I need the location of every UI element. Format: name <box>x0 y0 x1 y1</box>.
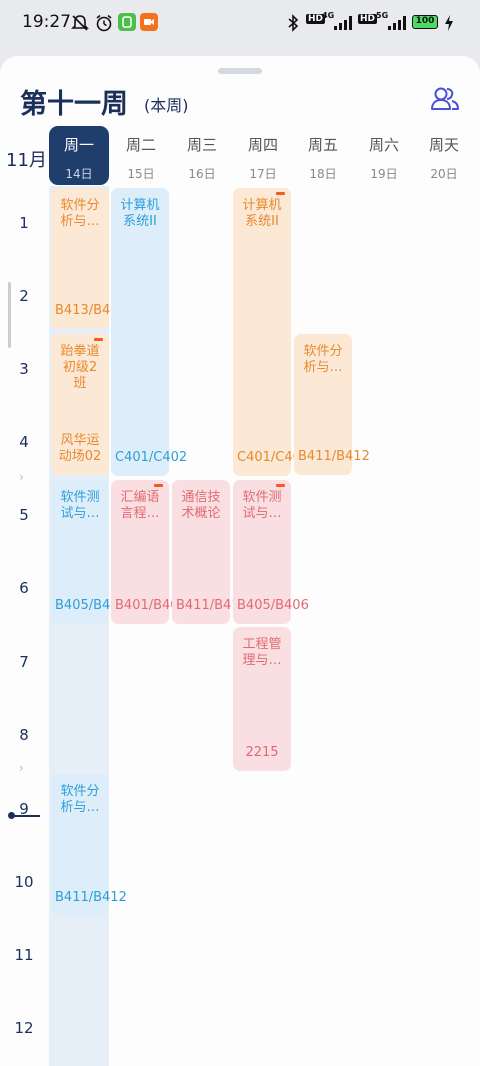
network-type-2: 5G <box>376 11 389 20</box>
today-column-highlight <box>49 186 109 1066</box>
hd-badge-2: HD <box>358 14 378 24</box>
day-date: 15日 <box>127 167 155 181</box>
status-time: 19:27 <box>22 12 71 32</box>
period-label: 6 <box>19 579 29 597</box>
charging-icon <box>445 15 453 31</box>
bluetooth-icon <box>288 14 299 32</box>
schedule-card: 第十一周 (本周) 11月 周一 14日 周二 15日 周三 16日 周四 17… <box>0 56 480 1066</box>
day-name: 周四 <box>247 136 278 154</box>
day-date: 19日 <box>370 167 398 181</box>
day-date: 14日 <box>65 167 93 181</box>
flag-marker <box>94 338 103 341</box>
alarm-icon <box>96 14 112 32</box>
hd-badge-1: HD <box>306 14 326 24</box>
course-block[interactable]: 汇编语言程… B401/B402 <box>111 480 187 624</box>
period-label: 11 <box>14 946 34 964</box>
day-header-tue[interactable]: 周二 15日 <box>111 126 171 185</box>
network-type-1: 4G <box>322 11 335 20</box>
chevron-right-icon: › <box>19 761 24 775</box>
signal-icon <box>334 16 352 30</box>
wechat-icon <box>118 13 136 31</box>
week-subtitle: (本周) <box>144 96 189 115</box>
battery-indicator: 100 <box>412 15 438 29</box>
day-name: 周六 <box>368 136 399 154</box>
period-label: 4 <box>19 433 29 451</box>
day-header-thu[interactable]: 周四 17日 <box>233 126 293 185</box>
course-block[interactable]: 跆拳道初级2班 风华运动场02 <box>51 334 109 475</box>
period-label: 7 <box>19 653 29 671</box>
week-title[interactable]: 第十一周 <box>20 89 128 120</box>
day-date: 18日 <box>309 167 337 181</box>
period-label: 10 <box>14 873 34 891</box>
course-name: 软件分析与… <box>60 198 100 229</box>
course-room: B401/B402 <box>115 598 187 613</box>
course-block[interactable]: 软件测试与… B405/B406 <box>233 480 309 624</box>
course-block[interactable]: 软件分析与… B411/B412 <box>51 774 127 916</box>
course-name: 工程管理与… <box>242 637 282 668</box>
period-label: 2 <box>19 287 29 305</box>
course-room: B413/B414 <box>55 303 127 318</box>
course-name: 软件分析与… <box>303 344 343 375</box>
course-room: 风华运动场02 <box>58 433 102 464</box>
course-room: 2215 <box>245 745 279 760</box>
scrollbar[interactable] <box>8 282 11 348</box>
period-label: 8 <box>19 726 29 744</box>
period-label: 9 <box>19 800 29 818</box>
mute-icon <box>71 15 89 31</box>
course-name: 软件分析与… <box>60 784 100 815</box>
flag-marker <box>276 192 285 195</box>
course-name: 软件测试与… <box>60 490 100 521</box>
course-block[interactable]: 通信技术概论 B411/B412 <box>172 480 248 624</box>
status-bar: 19:27 HD 4G HD 5G 100 <box>0 0 480 48</box>
drag-handle[interactable] <box>218 68 262 74</box>
record-icon <box>140 13 158 31</box>
course-block[interactable]: 计算机系统II C401/C402 <box>233 188 310 476</box>
course-room: B411/B412 <box>176 598 248 613</box>
course-name: 软件测试与… <box>242 490 282 521</box>
day-header-mon[interactable]: 周一 14日 <box>49 126 109 185</box>
day-date: 17日 <box>249 167 277 181</box>
flag-marker <box>154 484 163 487</box>
day-date: 20日 <box>430 167 458 181</box>
course-name: 计算机系统II <box>242 198 282 229</box>
course-name: 通信技术概论 <box>181 490 221 521</box>
day-header-fri[interactable]: 周五 18日 <box>293 126 353 185</box>
day-header-sun[interactable]: 周天 20日 <box>414 126 474 185</box>
course-block[interactable]: 工程管理与… 2215 <box>233 627 291 771</box>
course-name: 汇编语言程… <box>120 490 160 521</box>
course-room: B411/B412 <box>298 449 370 464</box>
period-label: 1 <box>19 214 29 232</box>
course-block[interactable]: 软件分析与… B413/B414 <box>51 188 127 329</box>
day-name: 周一 <box>63 136 94 154</box>
day-header-sat[interactable]: 周六 19日 <box>354 126 414 185</box>
day-name: 周五 <box>307 136 338 154</box>
chevron-right-icon: › <box>19 470 24 484</box>
day-name: 周二 <box>125 136 156 154</box>
period-label: 3 <box>19 360 29 378</box>
course-room: C401/C402 <box>237 450 310 465</box>
flag-marker <box>276 484 285 487</box>
course-room: C401/C402 <box>115 450 188 465</box>
people-icon[interactable] <box>430 86 460 112</box>
month-label: 11月 <box>6 150 47 171</box>
day-name: 周三 <box>186 136 217 154</box>
current-time-line <box>10 815 40 817</box>
period-label: 5 <box>19 506 29 524</box>
course-block[interactable]: 软件分析与… B411/B412 <box>294 334 370 475</box>
day-header-wed[interactable]: 周三 16日 <box>172 126 232 185</box>
course-room: B405/B406 <box>55 598 127 613</box>
period-label: 12 <box>14 1019 34 1037</box>
course-room: B405/B406 <box>237 598 309 613</box>
signal-icon <box>388 16 406 30</box>
course-name: 计算机系统II <box>120 198 160 229</box>
course-name: 跆拳道初级2班 <box>60 344 100 391</box>
day-name: 周天 <box>428 136 459 154</box>
course-block[interactable]: 计算机系统II C401/C402 <box>111 188 188 476</box>
course-room: B411/B412 <box>55 890 127 905</box>
course-block[interactable]: 软件测试与… B405/B406 <box>51 480 127 624</box>
day-date: 16日 <box>188 167 216 181</box>
